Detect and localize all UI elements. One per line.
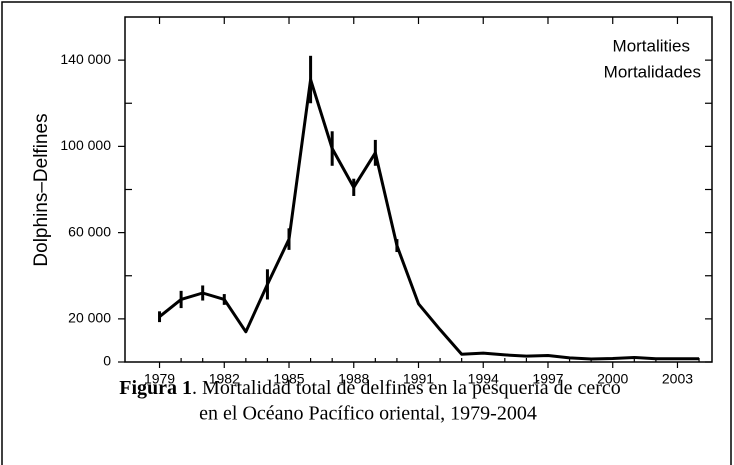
y-axis-label: Dolphins–Delfines xyxy=(31,113,52,266)
y-tick-label: 0 xyxy=(103,353,111,369)
x-tick-label: 1979 xyxy=(144,371,175,387)
x-tick-label: 2000 xyxy=(597,371,628,387)
caption: Figura 1. Mortalidad total de delfines e… xyxy=(119,377,621,399)
y-tick-label: 20 000 xyxy=(68,310,111,326)
x-tick-label: 1997 xyxy=(532,371,563,387)
y-tick-label: 100 000 xyxy=(60,137,111,153)
annotation: Mortalidades xyxy=(604,62,701,81)
caption-label: Figura 1 xyxy=(119,377,192,399)
annotation: Mortalities xyxy=(613,36,690,55)
x-tick-label: 1985 xyxy=(273,371,304,387)
data-line xyxy=(158,78,700,361)
caption-text: en el Océano Pacífico oriental, 1979-200… xyxy=(199,403,537,425)
y-tick-label: 140 000 xyxy=(60,51,111,67)
x-tick-label: 2003 xyxy=(662,371,693,387)
x-tick-label: 1994 xyxy=(468,371,499,387)
x-tick-label: 1982 xyxy=(209,371,240,387)
x-tick-label: 1991 xyxy=(403,371,434,387)
x-tick-label: 1988 xyxy=(338,371,369,387)
caption-text: . Mortalidad total de delfines en la pes… xyxy=(192,377,621,399)
y-tick-label: 60 000 xyxy=(68,223,111,239)
